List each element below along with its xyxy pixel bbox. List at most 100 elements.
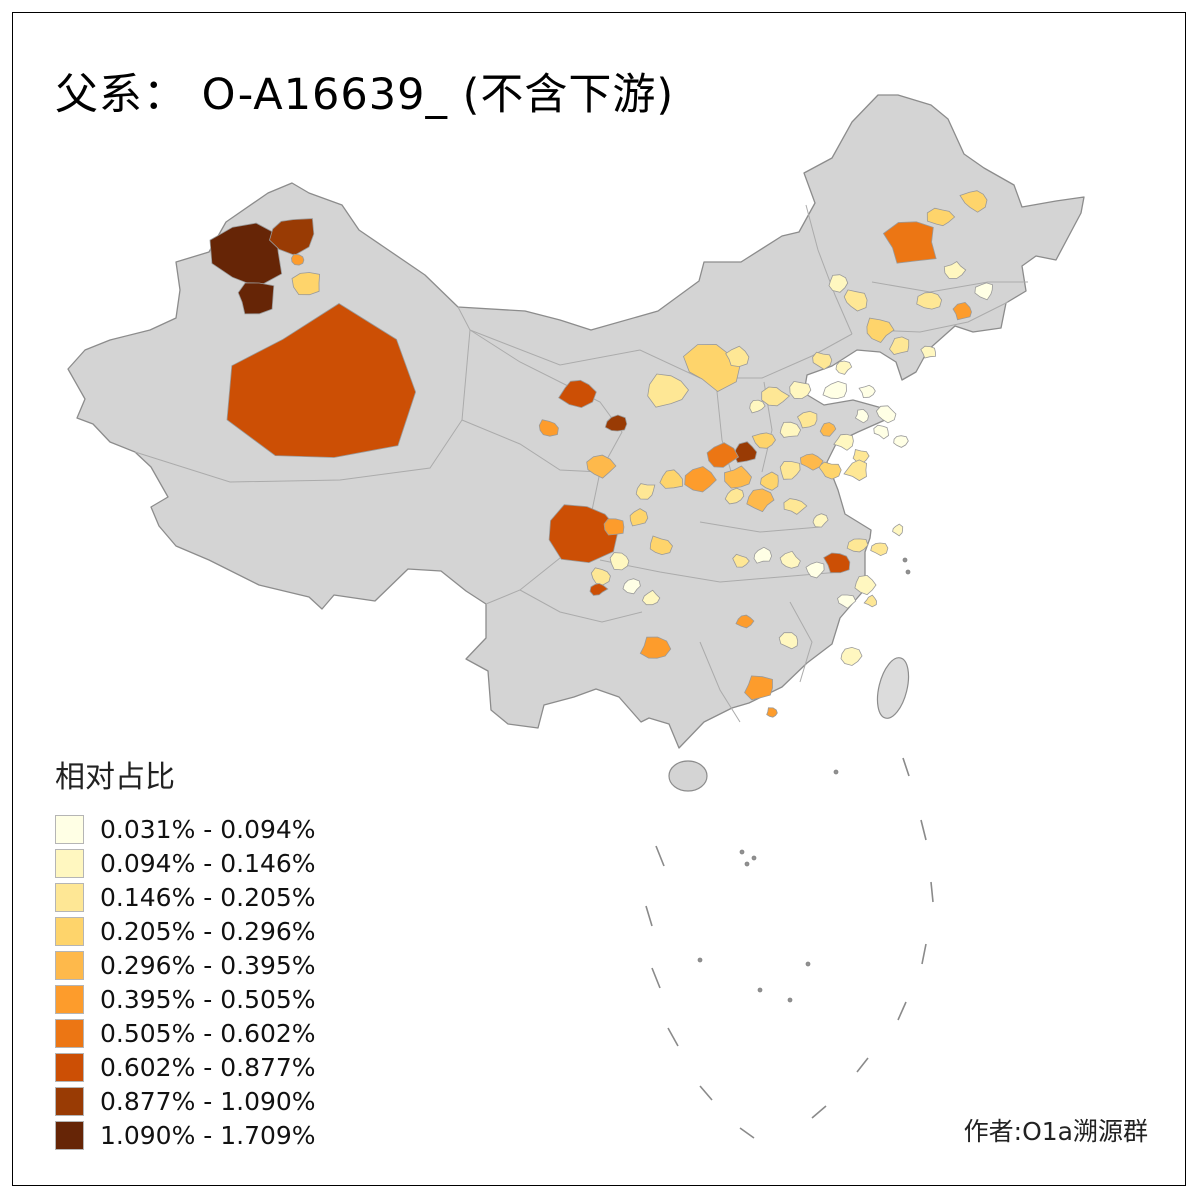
prefecture-region	[843, 289, 868, 312]
islet-speck	[805, 961, 811, 967]
prefecture-region	[952, 301, 972, 321]
prefecture-region	[622, 578, 641, 595]
islet-speck	[833, 769, 839, 775]
prefecture-region	[649, 535, 673, 556]
prefecture-region	[237, 282, 275, 315]
prefecture-region	[920, 345, 936, 359]
prefecture-region	[753, 546, 773, 564]
prefecture-region	[875, 405, 897, 424]
legend-swatch	[55, 950, 84, 980]
legend-row: 0.031% - 0.094%	[55, 812, 316, 846]
prefecture-region	[609, 552, 630, 571]
islet-speck	[787, 997, 793, 1003]
dash-segment	[655, 845, 665, 867]
prefecture-region	[749, 399, 766, 414]
prefecture-region	[846, 538, 869, 553]
legend-label: 0.505% - 0.602%	[100, 1018, 316, 1048]
prefecture-region	[916, 292, 943, 310]
prefecture-region	[639, 636, 672, 659]
prefecture-region	[783, 498, 808, 515]
prefecture-region	[833, 433, 854, 451]
legend-row: 0.296% - 0.395%	[55, 948, 316, 982]
dash-segment	[902, 757, 910, 777]
legend-label: 0.877% - 1.090%	[100, 1086, 316, 1116]
prefecture-region	[209, 222, 283, 288]
prefecture-region	[840, 646, 863, 666]
dash-segment	[739, 1127, 755, 1139]
dash-segment	[667, 1027, 679, 1047]
legend-title: 相对占比	[55, 760, 175, 795]
prefecture-region	[590, 567, 611, 586]
prefecture-region	[812, 351, 833, 370]
prefecture-region	[796, 410, 818, 429]
legend-row: 0.602% - 0.877%	[55, 1050, 316, 1084]
prefecture-region	[873, 424, 889, 440]
legend-swatch	[55, 1120, 84, 1150]
prefecture-region	[779, 461, 801, 480]
legend-swatch	[55, 814, 84, 844]
prefecture-region	[828, 274, 849, 293]
prefecture-region	[766, 707, 778, 718]
dash-segment	[651, 967, 661, 989]
prefecture-region	[732, 553, 750, 568]
islet-speck	[757, 987, 763, 993]
legend-label: 0.031% - 0.094%	[100, 814, 316, 844]
islet-speck	[751, 855, 757, 861]
prefecture-region	[822, 380, 847, 399]
legend-swatch	[55, 1086, 84, 1116]
prefecture-region	[870, 542, 889, 557]
prefecture-region	[759, 471, 779, 491]
legend-label: 0.094% - 0.146%	[100, 848, 316, 878]
prefecture-region	[863, 594, 877, 608]
prefecture-region	[558, 379, 597, 409]
dash-segment	[921, 943, 927, 965]
prefecture-region	[817, 461, 842, 480]
prefecture-region	[724, 465, 752, 489]
prefecture-region	[647, 373, 690, 408]
legend-rows: 0.031% - 0.094% 0.094% - 0.146% 0.146% - 0…	[55, 812, 316, 1152]
legend-row: 1.090% - 1.709%	[55, 1118, 316, 1152]
prefecture-region	[835, 360, 853, 375]
dash-segment	[699, 1085, 713, 1101]
prefecture-region	[823, 552, 851, 574]
legend-label: 0.296% - 0.395%	[100, 950, 316, 980]
prefecture-region	[974, 282, 993, 301]
prefecture-region	[589, 583, 609, 596]
legend-swatch	[55, 984, 84, 1014]
legend-label: 0.146% - 0.205%	[100, 882, 316, 912]
prefecture-region	[812, 513, 829, 528]
prefecture-region	[858, 384, 876, 399]
dash-segment	[897, 1001, 907, 1021]
legend-row: 0.205% - 0.296%	[55, 914, 316, 948]
prefecture-region	[629, 508, 649, 527]
islet-speck	[905, 569, 911, 575]
legend-swatch	[55, 882, 84, 912]
prefecture-region	[799, 453, 824, 471]
legend-swatch	[55, 1052, 84, 1082]
legend-swatch	[55, 848, 84, 878]
dash-segment	[856, 1057, 869, 1073]
dash-segment	[811, 1105, 827, 1119]
prefecture-region	[843, 459, 868, 482]
legend-row: 0.877% - 1.090%	[55, 1084, 316, 1118]
islet-speck	[697, 957, 703, 963]
prefecture-region	[837, 594, 857, 609]
prefecture-region	[746, 488, 775, 513]
prefecture-region	[684, 466, 717, 493]
prefecture-region	[779, 421, 802, 438]
prefecture-regions-layer	[209, 190, 993, 718]
prefecture-region	[735, 614, 755, 629]
legend-label: 0.205% - 0.296%	[100, 916, 316, 946]
dash-segment	[930, 881, 934, 903]
prefecture-region	[882, 221, 937, 264]
prefecture-region	[889, 336, 910, 355]
prefecture-region	[291, 253, 305, 266]
prefecture-region	[854, 408, 869, 424]
legend-label: 0.395% - 0.505%	[100, 984, 316, 1014]
prefecture-region	[586, 454, 617, 479]
legend-row: 0.395% - 0.505%	[55, 982, 316, 1016]
legend-row: 0.505% - 0.602%	[55, 1016, 316, 1050]
dash-segment	[920, 819, 927, 841]
author-credit: 作者:O1a溯源群	[963, 1117, 1148, 1146]
